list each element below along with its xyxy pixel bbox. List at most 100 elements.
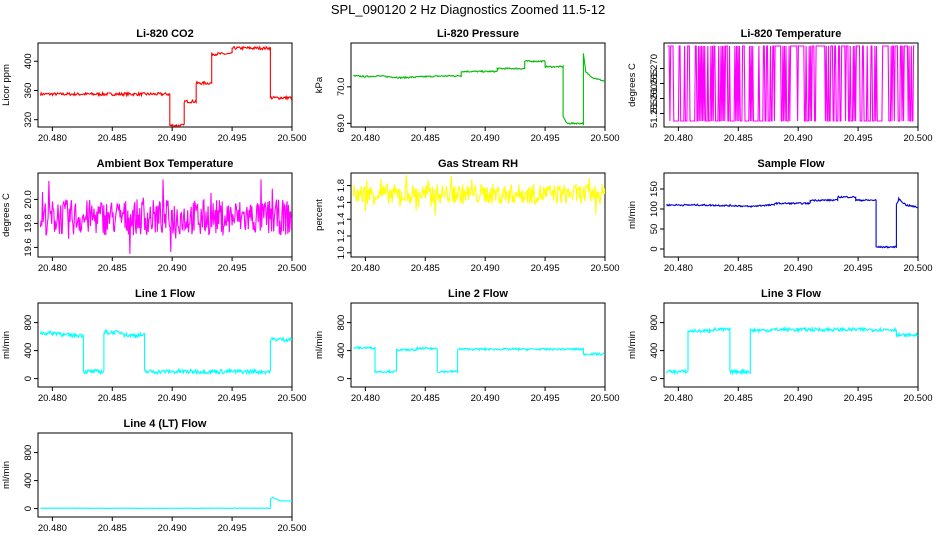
x-tick-label: 20.480	[351, 133, 380, 144]
x-tick-label: 20.490	[471, 393, 500, 404]
y-axis-label: degrees C	[627, 63, 638, 107]
y-tick-label: 1.6	[336, 196, 347, 209]
data-layer	[352, 175, 605, 216]
x-tick-label: 20.500	[590, 393, 619, 404]
y-tick-label: 19.6	[23, 238, 34, 257]
panels: Li-820 CO2 20.480 20.485 20.490 20.495 20.500…	[1, 28, 933, 534]
page-title: SPL_090120 2 Hz Diagnostics Zoomed 11.5-…	[331, 2, 605, 17]
data-layer	[665, 195, 918, 249]
chart-title: Ambient Box Temperature	[97, 158, 234, 170]
x-tick-label: 20.495	[531, 393, 560, 404]
data-layer	[353, 345, 605, 375]
series-line	[39, 328, 292, 376]
chart-panel: Li-820 Temperature 20.480 20.485 20.490 20.4…	[627, 28, 933, 144]
y-tick-label: 400	[23, 343, 34, 359]
data-layer	[667, 45, 915, 122]
data-layer	[353, 53, 605, 126]
x-tick-label: 20.490	[158, 263, 187, 274]
y-axis-label: kPa	[314, 76, 325, 93]
plot-frame	[350, 42, 606, 128]
x-tick-label: 20.495	[218, 263, 247, 274]
x-tick-label: 20.490	[158, 133, 187, 144]
x-tick-label: 20.490	[158, 393, 187, 404]
data-layer	[39, 45, 292, 127]
y-axis-label: ml/min	[627, 331, 638, 359]
y-tick-label: 0	[336, 376, 347, 381]
x-tick-label: 20.480	[38, 133, 67, 144]
x-tick-label: 20.500	[590, 133, 619, 144]
plot-frame	[37, 172, 293, 258]
x-tick-label: 20.500	[277, 393, 306, 404]
chart-panel: Line 4 (LT) Flow 20.480 20.485 20.490 20.495…	[1, 418, 307, 534]
y-tick-label: 0	[649, 376, 660, 381]
chart-panel: Li-820 Pressure 20.480 20.485 20.490 20.495 2…	[314, 28, 620, 144]
chart-title: Li-820 Pressure	[437, 28, 519, 40]
x-tick-label: 20.485	[411, 133, 440, 144]
chart-title: Sample Flow	[757, 158, 825, 170]
x-tick-label: 20.495	[218, 133, 247, 144]
chart-panel: Line 2 Flow 20.480 20.485 20.490 20.495 20.50…	[314, 288, 620, 404]
plot-frame	[350, 302, 606, 388]
x-tick-label: 20.480	[38, 263, 67, 274]
x-tick-label: 20.485	[98, 523, 127, 534]
data-layer	[39, 179, 292, 254]
x-tick-label: 20.495	[844, 393, 873, 404]
y-tick-label: 1.0	[336, 246, 347, 259]
x-tick-label: 20.485	[98, 133, 127, 144]
plot-frame	[37, 42, 293, 128]
x-tick-label: 20.495	[844, 133, 873, 144]
x-tick-label: 20.480	[664, 263, 693, 274]
series-line	[352, 175, 605, 216]
y-tick-label: 100	[649, 201, 660, 217]
series-line	[39, 45, 292, 127]
plot-frame	[37, 432, 293, 518]
chart-title: Li-820 CO2	[136, 28, 193, 40]
y-tick-label: 1.8	[336, 179, 347, 192]
y-tick-label: 70.0	[336, 78, 347, 97]
x-tick-label: 20.500	[590, 263, 619, 274]
y-tick-label: 50	[649, 224, 660, 235]
y-tick-label: 0	[23, 506, 34, 511]
x-tick-label: 20.500	[903, 133, 932, 144]
chart-title: Line 4 (LT) Flow	[124, 418, 207, 430]
data-layer	[39, 328, 292, 376]
x-tick-label: 20.485	[411, 263, 440, 274]
y-tick-label: 0	[23, 376, 34, 381]
chart-panel: Line 3 Flow 20.480 20.485 20.490 20.495 20.50…	[627, 288, 933, 404]
y-axis-label: degrees C	[1, 193, 12, 237]
y-axis-label: ml/min	[627, 201, 638, 229]
x-tick-label: 20.485	[724, 263, 753, 274]
y-tick-label: 0	[649, 246, 660, 251]
y-tick-label: 51.265	[649, 69, 660, 98]
plot-frame	[663, 302, 919, 388]
chart-title: Line 1 Flow	[135, 288, 195, 300]
x-tick-label: 20.495	[531, 263, 560, 274]
y-tick-label: 51.270	[649, 54, 660, 83]
y-tick-label: 800	[336, 315, 347, 331]
x-tick-label: 20.500	[277, 133, 306, 144]
y-tick-label: 800	[649, 315, 660, 331]
chart-panel: Gas Stream RH 20.480 20.485 20.490 20.495 20.…	[314, 158, 620, 274]
y-tick-label: 20.0	[23, 190, 34, 209]
chart-title: Li-820 Temperature	[741, 28, 842, 40]
series-line	[40, 496, 292, 509]
x-tick-label: 20.490	[158, 523, 187, 534]
x-tick-label: 20.485	[98, 393, 127, 404]
x-tick-label: 20.490	[471, 263, 500, 274]
x-tick-label: 20.490	[471, 133, 500, 144]
x-tick-label: 20.500	[277, 263, 306, 274]
y-tick-label: 400	[23, 473, 34, 489]
series-line	[353, 53, 605, 126]
x-tick-label: 20.490	[784, 133, 813, 144]
x-tick-label: 20.500	[903, 393, 932, 404]
series-line	[665, 195, 918, 249]
x-tick-label: 20.480	[351, 393, 380, 404]
chart-panel: Sample Flow 20.480 20.485 20.490 20.495 20.50…	[627, 158, 933, 274]
y-axis-label: ml/min	[1, 331, 12, 359]
series-line	[667, 45, 915, 122]
x-tick-label: 20.495	[218, 523, 247, 534]
x-tick-label: 20.495	[218, 393, 247, 404]
y-tick-label: 400	[336, 343, 347, 359]
chart-panel: Li-820 CO2 20.480 20.485 20.490 20.495 20.500…	[1, 28, 307, 144]
